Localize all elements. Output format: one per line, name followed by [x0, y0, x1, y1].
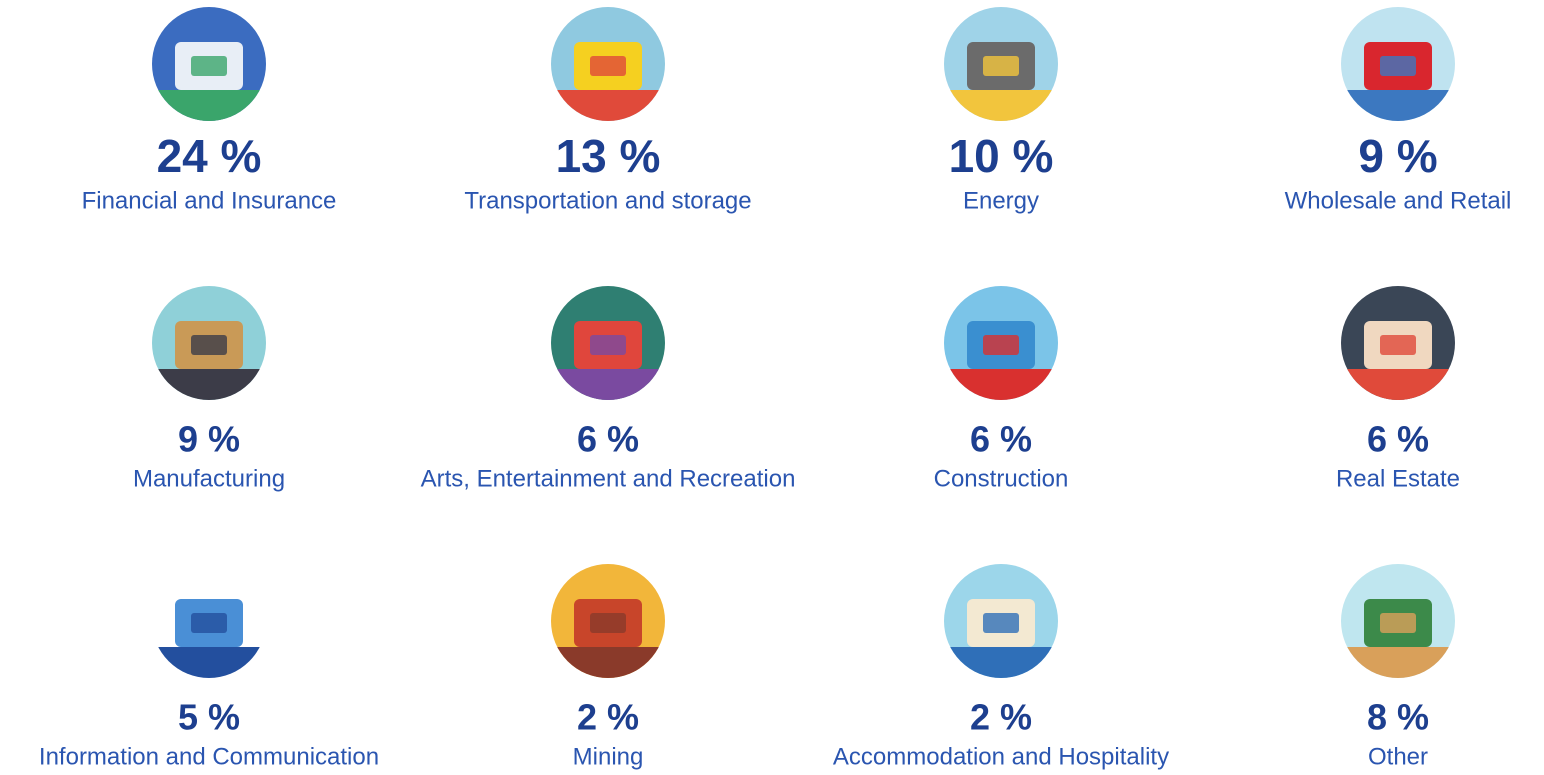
icon-ground — [548, 647, 668, 687]
icon-ground — [941, 647, 1061, 687]
percent: 9 % — [178, 419, 240, 460]
icon-ground — [1338, 369, 1458, 409]
icon-ground — [941, 90, 1061, 130]
industry-icon — [941, 564, 1061, 687]
industry-label: Accommodation and Hospitality — [833, 743, 1169, 770]
industry-item: 8 % Other — [1338, 564, 1458, 770]
industry-icon — [1338, 7, 1458, 130]
industry-icon — [149, 7, 269, 130]
icon-detail — [191, 56, 227, 76]
industry-icon — [149, 564, 269, 687]
percent: 6 % — [577, 419, 639, 460]
industry-item: 6 % Real Estate — [1336, 286, 1460, 492]
icon-detail — [1380, 56, 1416, 76]
icon-detail — [1380, 335, 1416, 355]
icon-ground — [1338, 647, 1458, 687]
industry-label: Mining — [573, 743, 644, 770]
icon-detail — [191, 335, 227, 355]
icon-detail — [590, 613, 626, 633]
icon-ground — [149, 647, 269, 687]
icon-detail — [590, 56, 626, 76]
percent: 24 % — [157, 130, 262, 182]
industry-label: Real Estate — [1336, 465, 1460, 492]
industry-icon — [548, 564, 668, 687]
percent: 9 % — [1358, 130, 1437, 182]
industry-item: 9 % Wholesale and Retail — [1285, 7, 1512, 214]
percent: 2 % — [577, 697, 639, 738]
percent: 2 % — [970, 697, 1032, 738]
industry-label: Financial and Insurance — [82, 187, 337, 214]
percent: 10 % — [949, 130, 1054, 182]
percent: 6 % — [1367, 419, 1429, 460]
icon-ground — [149, 369, 269, 409]
icon-ground — [941, 369, 1061, 409]
icon-detail — [590, 335, 626, 355]
percent: 6 % — [970, 419, 1032, 460]
icon-ground — [1338, 90, 1458, 130]
industry-item: 10 % Energy — [941, 7, 1061, 214]
percent: 5 % — [178, 697, 240, 738]
industry-label: Energy — [963, 187, 1039, 214]
industry-label: Information and Communication — [39, 743, 379, 770]
industry-item: 2 % Mining — [548, 564, 668, 770]
industry-icon — [548, 286, 668, 409]
industry-icon — [941, 7, 1061, 130]
industry-item: 2 % Accommodation and Hospitality — [833, 564, 1169, 770]
icon-detail — [1380, 613, 1416, 633]
industry-icon — [941, 286, 1061, 409]
icon-detail — [983, 56, 1019, 76]
icon-ground — [548, 369, 668, 409]
industry-label: Manufacturing — [133, 465, 285, 492]
percent: 13 % — [556, 130, 661, 182]
industry-item: 24 % Financial and Insurance — [82, 7, 337, 214]
icon-ground — [149, 90, 269, 130]
industry-label: Other — [1368, 743, 1428, 770]
infographic: 24 % Financial and Insurance 13 % Transport… — [0, 0, 1544, 775]
icon-detail — [983, 613, 1019, 633]
industry-icon — [1338, 286, 1458, 409]
industry-item: 5 % Information and Communication — [39, 564, 379, 770]
industry-item: 13 % Transportation and storage — [464, 7, 751, 214]
industry-icon — [1338, 564, 1458, 687]
industry-item: 9 % Manufacturing — [133, 286, 285, 492]
industry-label: Wholesale and Retail — [1285, 187, 1512, 214]
industry-icon — [548, 7, 668, 130]
industry-label: Transportation and storage — [464, 187, 751, 214]
industry-item: 6 % Arts, Entertainment and Recreation — [421, 286, 796, 492]
icon-detail — [191, 613, 227, 633]
industry-label: Construction — [934, 465, 1069, 492]
industry-item: 6 % Construction — [934, 286, 1069, 492]
industry-label: Arts, Entertainment and Recreation — [421, 465, 796, 492]
industry-icon — [149, 286, 269, 409]
icon-ground — [548, 90, 668, 130]
icon-detail — [983, 335, 1019, 355]
percent: 8 % — [1367, 697, 1429, 738]
